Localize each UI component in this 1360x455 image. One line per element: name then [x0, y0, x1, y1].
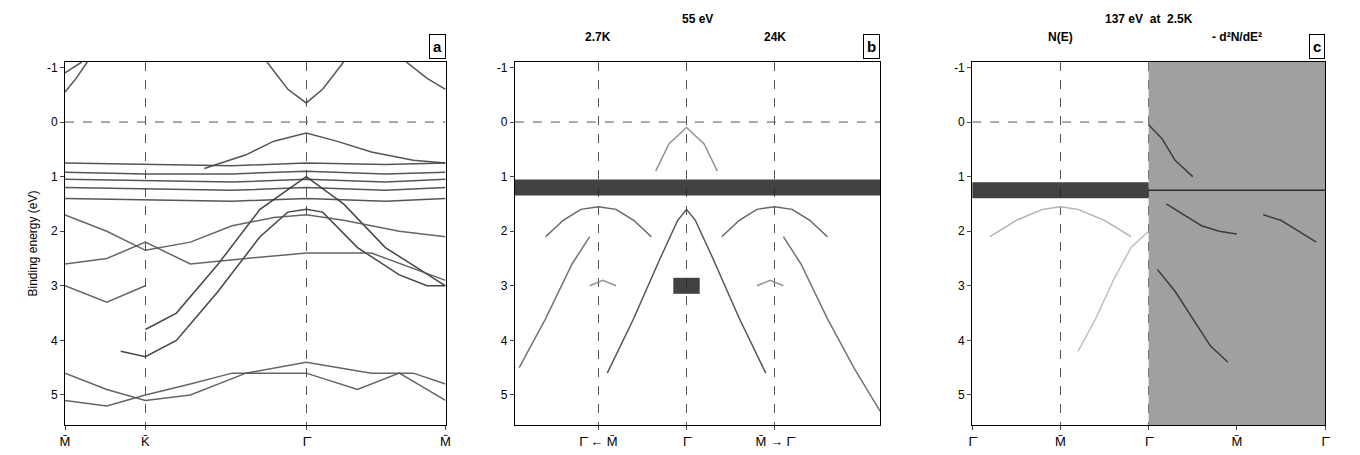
svg-text:2.7K: 2.7K	[585, 30, 611, 44]
svg-text:Γ̄: Γ̄	[1321, 434, 1330, 449]
svg-text:4: 4	[501, 334, 508, 348]
svg-text:M̄: M̄	[60, 434, 71, 449]
svg-text:c: c	[1313, 38, 1321, 55]
svg-text:b: b	[867, 38, 876, 55]
svg-text:M̄: M̄	[1055, 434, 1066, 449]
svg-text:24K: 24K	[764, 30, 786, 44]
svg-text:2: 2	[958, 224, 965, 238]
svg-text:Γ̄ ← M̄: Γ̄ ← M̄	[579, 434, 617, 449]
svg-text:Γ̄: Γ̄	[969, 434, 978, 449]
svg-text:1: 1	[958, 170, 965, 184]
svg-text:4: 4	[958, 334, 965, 348]
svg-text:5: 5	[501, 388, 508, 402]
svg-text:Binding energy (eV): Binding energy (eV)	[26, 190, 40, 296]
svg-text:3: 3	[501, 279, 508, 293]
svg-text:0: 0	[51, 115, 58, 129]
svg-text:- d²N/dE²: - d²N/dE²	[1212, 30, 1262, 44]
svg-text:-1: -1	[954, 61, 965, 75]
svg-text:M̄ → Γ̄: M̄ → Γ̄	[755, 434, 795, 449]
svg-text:1: 1	[51, 170, 58, 184]
svg-text:Γ̄: Γ̄	[303, 434, 312, 449]
svg-text:K̄: K̄	[141, 434, 150, 449]
svg-text:-1: -1	[47, 61, 58, 75]
svg-text:1: 1	[501, 170, 508, 184]
svg-text:a: a	[433, 38, 442, 55]
svg-text:5: 5	[958, 388, 965, 402]
svg-text:M̄: M̄	[440, 434, 451, 449]
svg-text:4: 4	[51, 334, 58, 348]
svg-text:2: 2	[501, 224, 508, 238]
svg-text:3: 3	[51, 279, 58, 293]
svg-text:137 eV at 2.5K: 137 eV at 2.5K	[1105, 12, 1193, 26]
svg-text:Γ̄: Γ̄	[1145, 434, 1154, 449]
svg-text:0: 0	[501, 115, 508, 129]
svg-text:M̄: M̄	[1231, 434, 1242, 449]
svg-text:0: 0	[958, 115, 965, 129]
svg-text:3: 3	[958, 279, 965, 293]
svg-text:N(E): N(E)	[1048, 30, 1073, 44]
svg-text:Γ̄: Γ̄	[683, 434, 692, 449]
svg-text:2: 2	[51, 224, 58, 238]
svg-text:55 eV: 55 eV	[682, 12, 713, 26]
svg-text:5: 5	[51, 388, 58, 402]
svg-text:-1: -1	[497, 61, 508, 75]
